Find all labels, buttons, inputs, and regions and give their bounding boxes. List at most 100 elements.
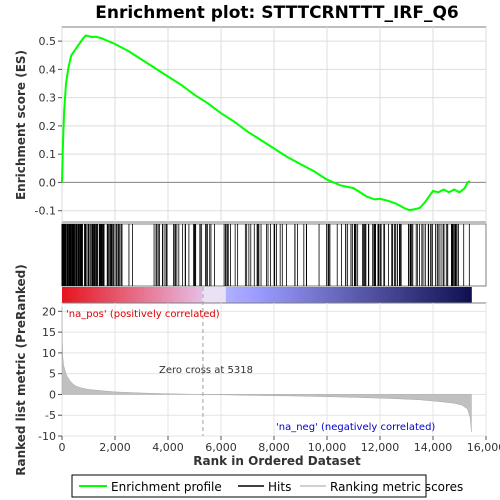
colorbar-segment <box>447 287 452 303</box>
x-ticks: 0 2,000 4,000 6,000 8,000 10,000 12,000 14,000 1… <box>59 436 500 454</box>
colorbar-segment <box>184 287 189 303</box>
colorbar-segment <box>75 287 80 303</box>
colorbar-segment <box>379 287 384 303</box>
colorbar-segment <box>89 287 94 303</box>
x-tick-label: 2,000 <box>99 441 131 454</box>
es-grid <box>61 27 487 222</box>
colorbar-segment <box>123 287 128 303</box>
colorbar-segment <box>113 287 117 303</box>
colorbar-segment <box>369 287 373 303</box>
colorbar-segment <box>457 287 462 303</box>
colorbar-segment <box>427 287 431 303</box>
colorbar-segment <box>280 287 285 303</box>
colorbar-segment <box>147 287 152 303</box>
colorbar-segment <box>99 287 104 303</box>
colorbar-segment <box>208 287 213 303</box>
colorbar-segment <box>120 287 124 303</box>
colorbar-segment <box>386 287 390 303</box>
colorbar-segment <box>157 287 162 303</box>
colorbar-segment <box>79 287 83 303</box>
colorbar-segment <box>372 287 377 303</box>
colorbar-segment <box>362 287 367 303</box>
colorbar-segment <box>416 287 421 303</box>
colorbar-segment <box>212 287 216 303</box>
colorbar-segment <box>392 287 397 303</box>
legend-hits-label: Hits <box>268 480 291 494</box>
colorbar-segment <box>201 287 206 303</box>
colorbar-segment <box>423 287 428 303</box>
colorbar-segment <box>403 287 407 303</box>
x-tick-label: 4,000 <box>152 441 184 454</box>
es-tick-label: 0.5 <box>39 35 57 48</box>
colorbar-segment <box>205 287 210 303</box>
colorbar-segment <box>229 287 233 303</box>
colorbar-segment <box>195 287 199 303</box>
colorbar-segment <box>294 287 298 303</box>
colorbar-segment <box>137 287 141 303</box>
colorbar-segment <box>154 287 158 303</box>
colorbar-segment <box>116 287 121 303</box>
colorbar-segment <box>126 287 131 303</box>
colorbar-segment <box>188 287 193 303</box>
colorbar-segment <box>259 287 264 303</box>
ranking-metric-area <box>61 307 472 432</box>
chart-title: Enrichment plot: STTTCRNTTT_IRF_Q6 <box>95 3 459 23</box>
colorbar-segment <box>178 287 182 303</box>
colorbar-segment <box>450 287 455 303</box>
colorbar-segment <box>236 287 240 303</box>
colorbar-segment <box>253 287 257 303</box>
colorbar-segment <box>454 287 459 303</box>
metric-tick-label: 20 <box>42 305 56 318</box>
colorbar-segment <box>375 287 380 303</box>
colorbar-segment <box>65 287 70 303</box>
metric-tick-label: 10 <box>42 347 56 360</box>
colorbar-segment <box>266 287 271 303</box>
colorbar-segment <box>191 287 196 303</box>
colorbar-segment <box>62 287 66 303</box>
x-tick-label: 0 <box>59 441 66 454</box>
es-tick-label: 0.2 <box>39 120 57 133</box>
colorbar-segment <box>324 287 329 303</box>
es-tick-label: 0.3 <box>39 92 57 105</box>
colorbar-segment <box>433 287 438 303</box>
metric-tick-label: -10 <box>38 430 56 443</box>
legend-enrichment-label: Enrichment profile <box>111 480 222 494</box>
colorbar-segment <box>276 287 281 303</box>
colorbar-segment <box>287 287 291 303</box>
colorbar-segment <box>348 287 353 303</box>
colorbar-segment <box>181 287 186 303</box>
colorbar-segment <box>437 287 442 303</box>
colorbar-segment <box>242 287 247 303</box>
colorbar-segment <box>150 287 155 303</box>
neg-corr-label: 'na_neg' (negatively correlated) <box>276 422 435 433</box>
colorbar-segment <box>256 287 261 303</box>
colorbar-segment <box>440 287 445 303</box>
colorbar-segment <box>246 287 251 303</box>
metric-tick-label: 15 <box>42 326 56 339</box>
colorbar-segment <box>102 287 107 303</box>
colorbar-segment <box>72 287 77 303</box>
es-tick-label: 0.1 <box>39 148 57 161</box>
x-tick-label: 10,000 <box>308 441 347 454</box>
colorbar-segment <box>399 287 404 303</box>
colorbar-segment <box>365 287 370 303</box>
colorbar-segment <box>328 287 332 303</box>
colorbar-segment <box>413 287 418 303</box>
colorbar-segment <box>171 287 175 303</box>
es-y-axis-label: Enrichment score (ES) <box>14 50 28 200</box>
colorbar-segment <box>283 287 288 303</box>
colorbar-segment <box>321 287 326 303</box>
es-tick-label: 0.4 <box>39 63 57 76</box>
x-tick-label: 14,000 <box>414 441 453 454</box>
colorbar-segment <box>314 287 319 303</box>
metric-tick-label: -5 <box>45 409 56 422</box>
colorbar-segment <box>382 287 387 303</box>
colorbar-segment <box>130 287 135 303</box>
colorbar-segment <box>358 287 363 303</box>
colorbar-segment <box>215 287 220 303</box>
colorbar-segment <box>96 287 100 303</box>
colorbar-segment <box>273 287 278 303</box>
metric-y-axis-label: Ranked list metric (PreRanked) <box>14 264 28 476</box>
colorbar-segment <box>225 287 230 303</box>
